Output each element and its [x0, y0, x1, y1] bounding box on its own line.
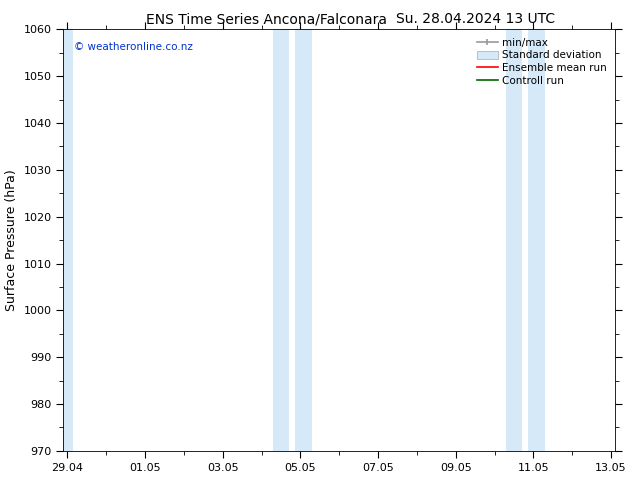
- Text: Su. 28.04.2024 13 UTC: Su. 28.04.2024 13 UTC: [396, 12, 555, 26]
- Legend: min/max, Standard deviation, Ensemble mean run, Controll run: min/max, Standard deviation, Ensemble me…: [474, 35, 610, 89]
- Bar: [273, 29, 288, 451]
- Y-axis label: Surface Pressure (hPa): Surface Pressure (hPa): [5, 169, 18, 311]
- Text: ENS Time Series Ancona/Falconara: ENS Time Series Ancona/Falconara: [146, 12, 387, 26]
- Bar: [527, 29, 545, 451]
- Bar: [295, 29, 312, 451]
- Bar: [63, 29, 73, 451]
- Text: © weatheronline.co.nz: © weatheronline.co.nz: [74, 42, 193, 52]
- Bar: [506, 29, 522, 451]
